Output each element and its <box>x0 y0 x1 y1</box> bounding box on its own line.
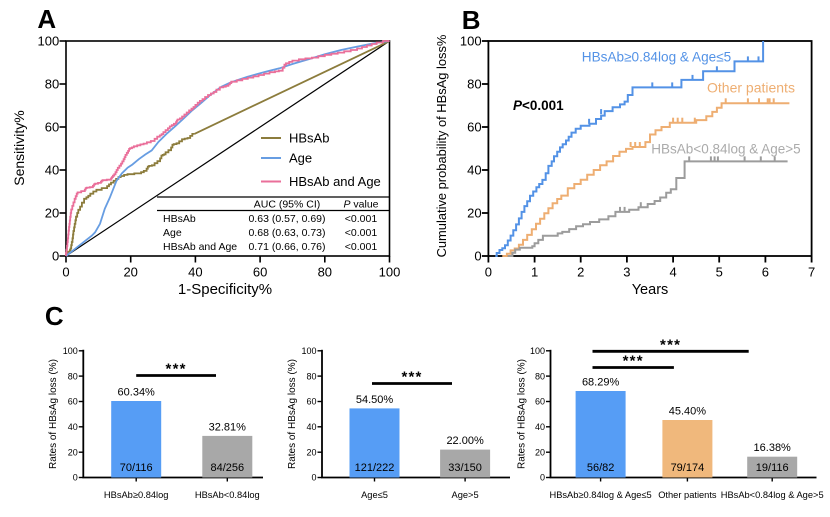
svg-text:100: 100 <box>379 265 401 280</box>
svg-text:***: *** <box>660 336 681 353</box>
svg-text:0: 0 <box>540 473 545 483</box>
svg-text:Sensitivity%: Sensitivity% <box>11 110 27 185</box>
svg-text:0: 0 <box>311 473 316 483</box>
svg-text:HBsAb: HBsAb <box>163 213 196 225</box>
svg-text:1-Specificity%: 1-Specificity% <box>178 281 272 298</box>
svg-text:20: 20 <box>123 265 137 280</box>
svg-text:80: 80 <box>45 77 59 92</box>
svg-text:C: C <box>45 301 64 331</box>
svg-text:AUC (95% CI): AUC (95% CI) <box>254 199 321 211</box>
svg-text:80: 80 <box>68 371 78 381</box>
svg-text:100: 100 <box>301 346 316 356</box>
svg-text:19/116: 19/116 <box>756 462 789 474</box>
svg-text:100: 100 <box>63 346 78 356</box>
svg-text:3: 3 <box>623 265 630 280</box>
svg-text:60: 60 <box>467 120 481 135</box>
svg-text:Age≤5: Age≤5 <box>361 490 388 500</box>
svg-text:33/150: 33/150 <box>448 462 482 474</box>
svg-text:68.29%: 68.29% <box>582 377 620 389</box>
svg-text:A: A <box>37 4 56 34</box>
svg-text:100: 100 <box>530 346 545 356</box>
svg-text:80: 80 <box>467 77 481 92</box>
svg-text:20: 20 <box>68 447 78 457</box>
svg-text:0.68 (0.63, 0.73): 0.68 (0.63, 0.73) <box>248 227 325 239</box>
svg-text:Age: Age <box>289 151 312 166</box>
svg-text:45.40%: 45.40% <box>669 406 707 418</box>
svg-text:<0.001: <0.001 <box>345 213 378 225</box>
svg-text:40: 40 <box>68 422 78 432</box>
svg-text:60: 60 <box>535 397 545 407</box>
svg-text:100: 100 <box>460 34 482 49</box>
svg-text:P value: P value <box>343 199 378 211</box>
svg-text:HBsAb and Age: HBsAb and Age <box>289 174 381 189</box>
svg-text:HBsAb: HBsAb <box>289 131 329 146</box>
svg-text:Cumulative probability of HBsA: Cumulative probability of HBsAg loss% <box>434 35 449 258</box>
svg-text:70/116: 70/116 <box>120 462 153 474</box>
svg-text:5: 5 <box>716 265 723 280</box>
svg-text:20: 20 <box>467 206 481 221</box>
svg-text:22.00%: 22.00% <box>446 435 484 447</box>
svg-text:HBsAb≥0.84log & Age≤5: HBsAb≥0.84log & Age≤5 <box>549 490 651 500</box>
svg-text:40: 40 <box>535 422 545 432</box>
svg-text:0: 0 <box>52 249 59 264</box>
svg-text:<0.001: <0.001 <box>345 241 378 253</box>
svg-text:0.71 (0.66, 0.76): 0.71 (0.66, 0.76) <box>248 241 325 253</box>
svg-text:40: 40 <box>45 163 59 178</box>
svg-text:Age>5: Age>5 <box>452 490 479 500</box>
svg-text:***: *** <box>623 353 644 370</box>
svg-text:0: 0 <box>62 265 69 280</box>
svg-text:Rates of HBsAg loss (%): Rates of HBsAg loss (%) <box>517 359 528 469</box>
svg-text:80: 80 <box>306 371 316 381</box>
svg-text:80: 80 <box>535 371 545 381</box>
svg-text:16.38%: 16.38% <box>754 442 792 454</box>
svg-text:32.81%: 32.81% <box>209 421 247 433</box>
svg-text:HBsAb<0.84log & Age>5: HBsAb<0.84log & Age>5 <box>651 142 800 157</box>
svg-text:56/82: 56/82 <box>587 462 615 474</box>
svg-text:HBsAb<0.84log: HBsAb<0.84log <box>195 490 260 500</box>
svg-text:B: B <box>462 5 481 35</box>
svg-text:1: 1 <box>531 265 538 280</box>
svg-text:<0.001: <0.001 <box>345 227 378 239</box>
svg-text:40: 40 <box>467 163 481 178</box>
svg-text:60: 60 <box>253 265 267 280</box>
svg-text:7: 7 <box>808 265 815 280</box>
svg-text:***: *** <box>166 361 187 378</box>
svg-text:20: 20 <box>306 447 316 457</box>
svg-text:0.63 (0.57, 0.69): 0.63 (0.57, 0.69) <box>248 213 325 225</box>
svg-text:20: 20 <box>535 447 545 457</box>
svg-text:6: 6 <box>762 265 769 280</box>
svg-text:P<0.001: P<0.001 <box>513 98 564 113</box>
svg-text:Other patients: Other patients <box>658 490 717 500</box>
svg-text:Rates of HBsAg loss (%): Rates of HBsAg loss (%) <box>48 359 59 469</box>
svg-text:100: 100 <box>37 34 59 49</box>
svg-text:HBsAb≥0.84log: HBsAb≥0.84log <box>104 490 169 500</box>
svg-text:79/174: 79/174 <box>671 462 705 474</box>
svg-text:HBsAb≥0.84log & Age≤5: HBsAb≥0.84log & Age≤5 <box>582 50 731 65</box>
svg-text:4: 4 <box>669 265 676 280</box>
svg-text:121/222: 121/222 <box>355 462 395 474</box>
svg-text:60: 60 <box>68 397 78 407</box>
svg-text:60: 60 <box>45 120 59 135</box>
svg-text:Age: Age <box>163 227 182 239</box>
svg-text:84/256: 84/256 <box>210 462 244 474</box>
svg-text:0: 0 <box>73 473 78 483</box>
svg-text:HBsAb and Age: HBsAb and Age <box>163 241 237 253</box>
svg-text:2: 2 <box>577 265 584 280</box>
svg-text:HBsAb<0.84log & Age>5: HBsAb<0.84log & Age>5 <box>721 490 824 500</box>
svg-text:***: *** <box>401 369 422 386</box>
svg-text:0: 0 <box>474 249 481 264</box>
svg-text:54.50%: 54.50% <box>356 394 394 406</box>
svg-text:Rates of HBsAg loss (%): Rates of HBsAg loss (%) <box>287 359 298 469</box>
svg-text:Years: Years <box>632 282 669 298</box>
svg-text:80: 80 <box>318 265 332 280</box>
svg-text:Other patients: Other patients <box>707 80 795 96</box>
svg-text:20: 20 <box>45 206 59 221</box>
svg-text:40: 40 <box>188 265 202 280</box>
svg-text:60: 60 <box>306 397 316 407</box>
svg-text:40: 40 <box>306 422 316 432</box>
svg-text:60.34%: 60.34% <box>118 387 156 399</box>
svg-text:0: 0 <box>485 265 492 280</box>
